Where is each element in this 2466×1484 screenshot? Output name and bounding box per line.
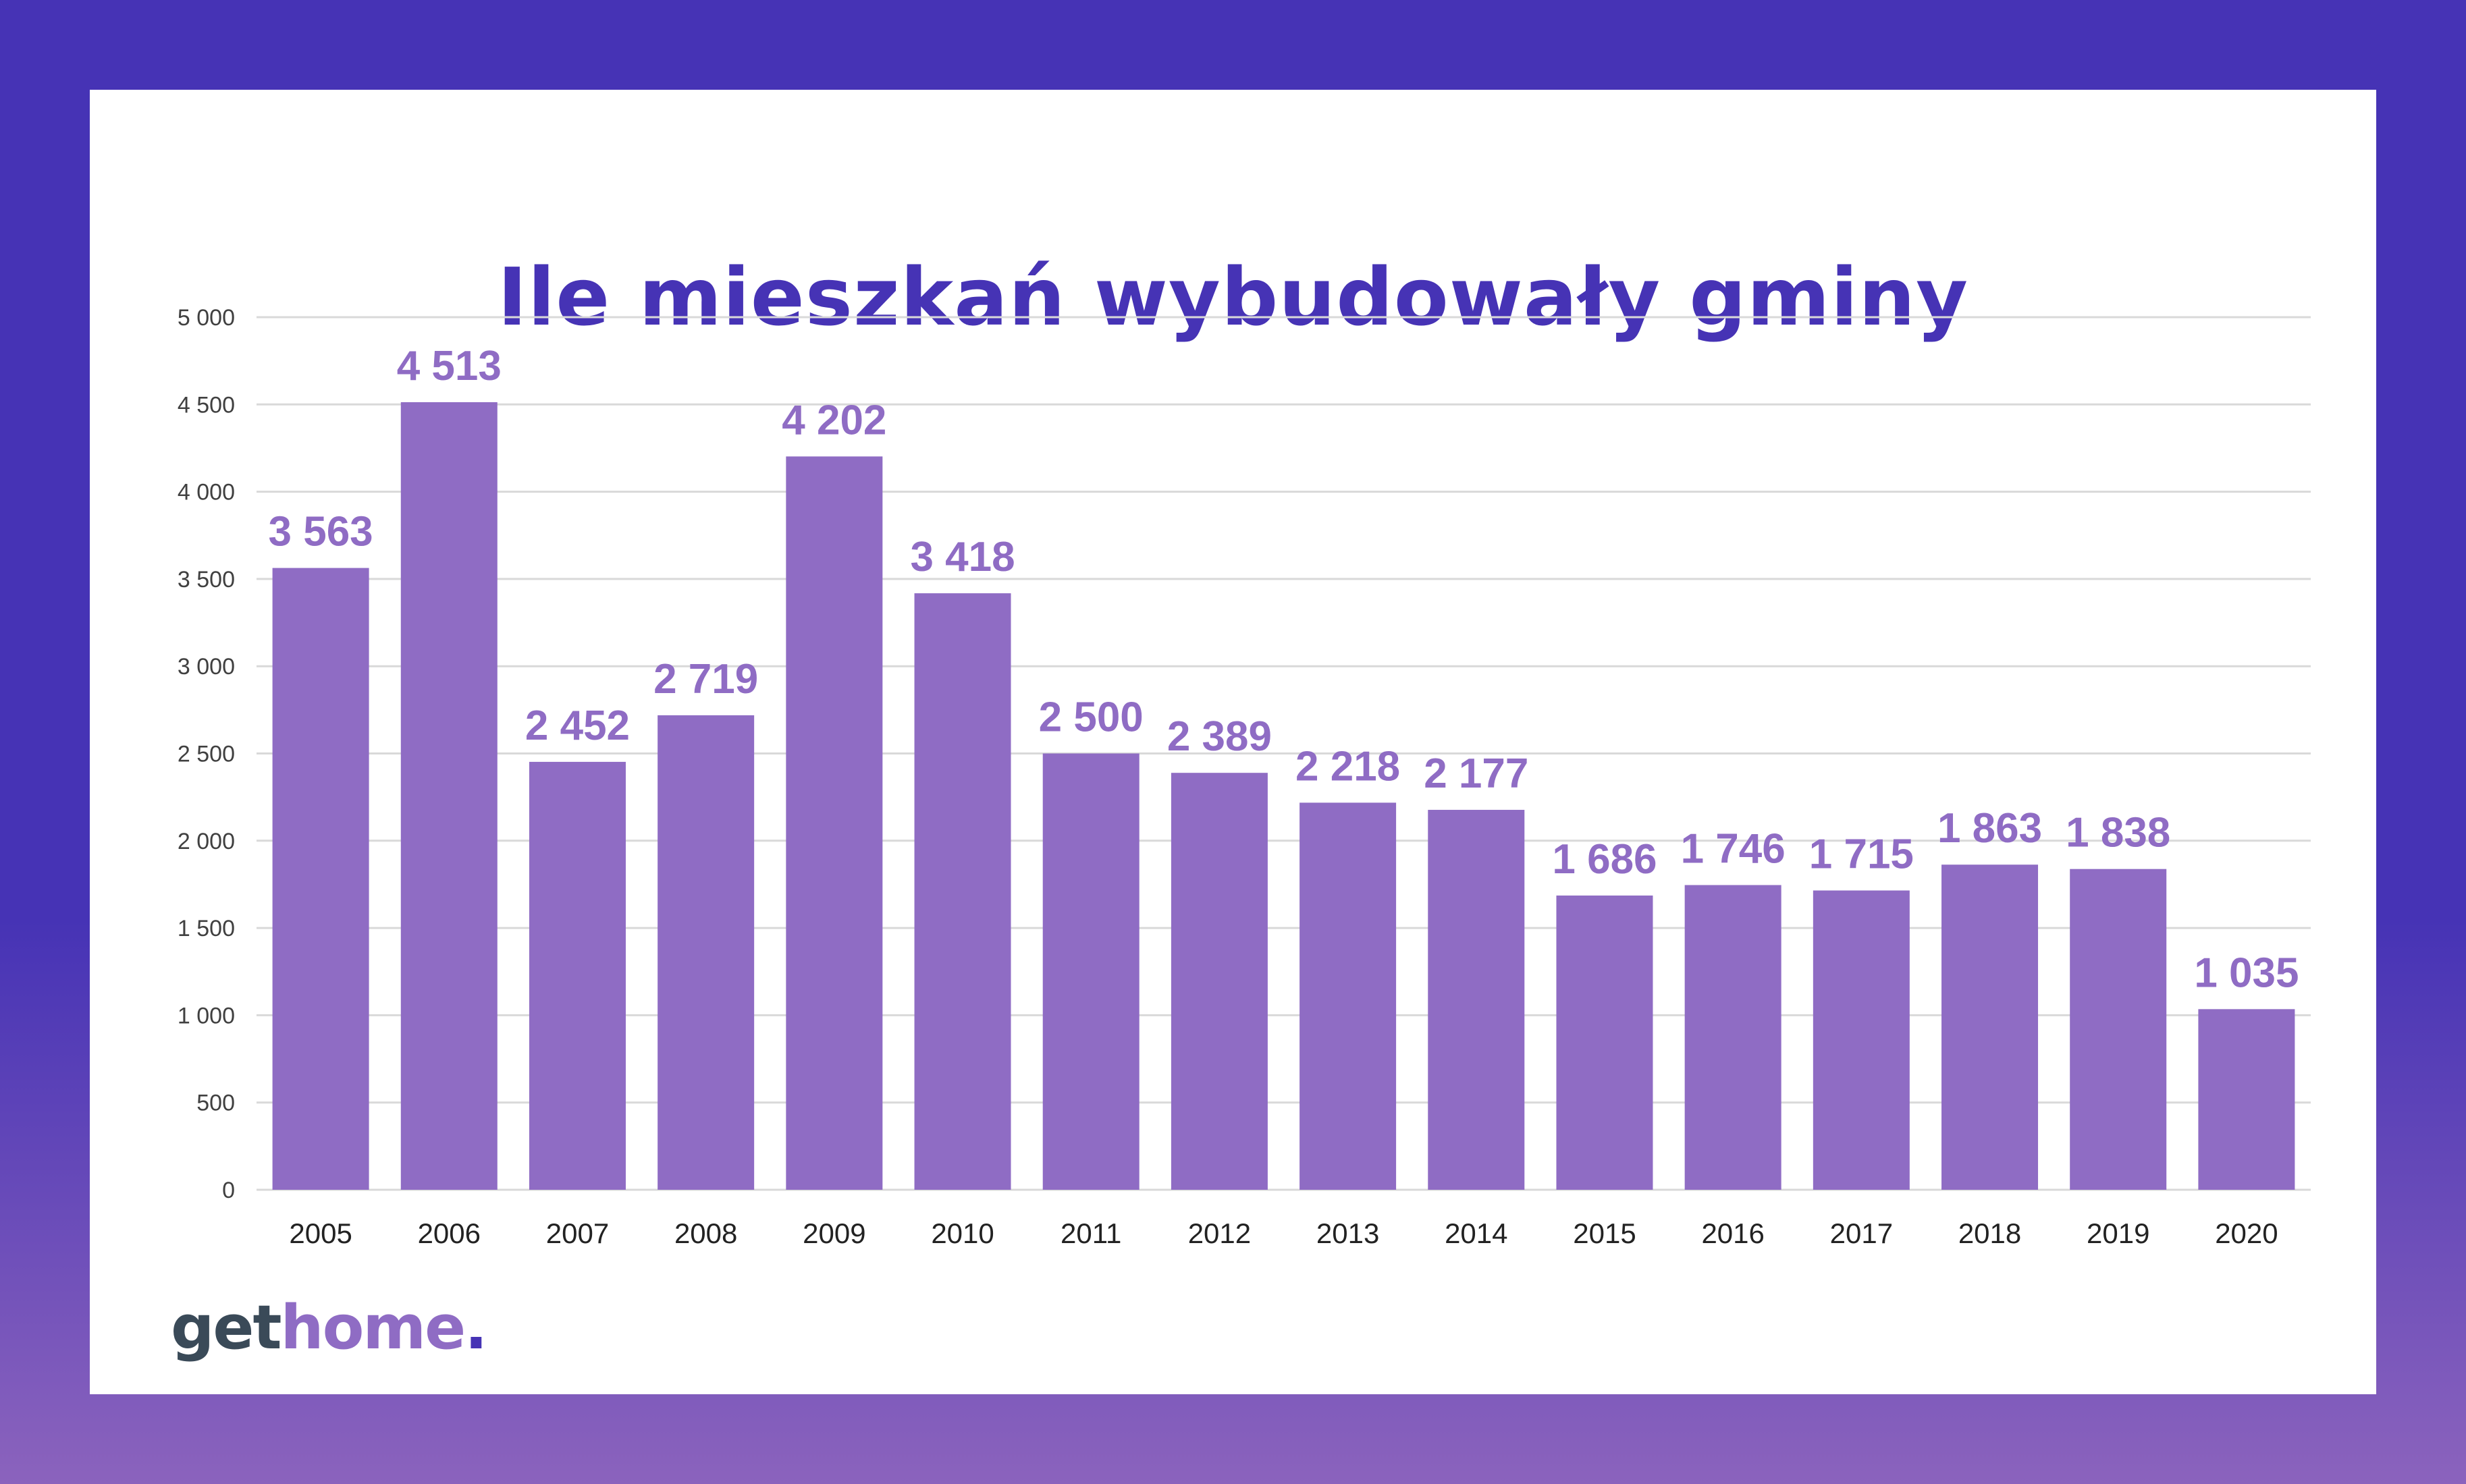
y-tick-label: 4 000 <box>178 480 235 505</box>
x-tick-label: 2005 <box>289 1217 352 1249</box>
bar <box>1042 753 1140 1190</box>
y-tick-label: 5 000 <box>178 305 235 331</box>
bar <box>2070 869 2167 1190</box>
data-label: 1 035 <box>2194 950 2299 996</box>
y-tick-label: 3 500 <box>178 567 235 593</box>
bar <box>2198 1009 2295 1190</box>
x-tick-label: 2020 <box>2215 1217 2278 1249</box>
x-tick-label: 2013 <box>1316 1217 1379 1249</box>
y-tick-label: 1 500 <box>178 916 235 941</box>
bar <box>400 402 498 1190</box>
data-label: 1 686 <box>1552 836 1657 883</box>
y-tick-label: 2 500 <box>178 742 235 767</box>
logo-text-home: home <box>280 1292 466 1363</box>
data-label: 4 202 <box>782 397 886 443</box>
x-tick-label: 2016 <box>1701 1217 1764 1249</box>
data-label: 1 838 <box>2066 810 2170 856</box>
bar <box>1941 864 2039 1190</box>
logo-text-get: get <box>171 1292 282 1363</box>
data-label: 2 719 <box>653 656 758 703</box>
y-tick-label: 1 000 <box>178 1003 235 1028</box>
bar <box>786 456 883 1190</box>
bar <box>529 761 626 1190</box>
x-tick-label: 2017 <box>1830 1217 1893 1249</box>
data-label: 3 418 <box>910 534 1015 580</box>
x-tick-label: 2007 <box>546 1217 609 1249</box>
x-tick-label: 2015 <box>1573 1217 1636 1249</box>
data-label: 1 863 <box>1937 805 2042 852</box>
data-label: 4 513 <box>397 343 502 389</box>
x-tick-label: 2019 <box>2087 1217 2149 1249</box>
bar-chart: 0 500 1 000 1 500 2 000 2 500 3 000 3 500 4 000 4… <box>178 305 2311 1249</box>
data-label: 2 452 <box>525 703 630 749</box>
x-tick-label: 2012 <box>1188 1217 1251 1249</box>
logo-text-dot: . <box>464 1292 487 1363</box>
data-label: 1 715 <box>1809 831 1914 878</box>
data-label: 2 218 <box>1295 743 1400 790</box>
bar <box>1428 810 1525 1190</box>
gethome-logo: gethome. <box>171 1298 487 1358</box>
data-label: 3 563 <box>269 509 373 555</box>
y-tick-label: 500 <box>196 1091 235 1116</box>
bar <box>914 593 1011 1190</box>
bar <box>1556 896 1653 1190</box>
data-label: 2 177 <box>1424 750 1528 797</box>
x-tick-label: 2014 <box>1445 1217 1507 1249</box>
bar <box>1171 773 1268 1190</box>
bar <box>658 715 755 1190</box>
bar <box>1299 802 1397 1190</box>
chart-card: Ile mieszkań wybudowały gminy 0 500 1 000 1… <box>90 90 2376 1394</box>
bar <box>1684 885 1781 1190</box>
x-tick-label: 2008 <box>674 1217 737 1249</box>
x-tick-label: 2006 <box>418 1217 481 1249</box>
x-tick-label: 2018 <box>1958 1217 2021 1249</box>
bar <box>1813 890 1910 1190</box>
y-tick-label: 3 000 <box>178 654 235 680</box>
bar <box>272 568 369 1190</box>
data-label: 2 389 <box>1167 713 1272 760</box>
y-tick-label: 2 000 <box>178 829 235 854</box>
data-label: 1 746 <box>1681 825 1786 872</box>
data-label: 2 500 <box>1039 694 1144 741</box>
x-tick-label: 2011 <box>1061 1217 1121 1249</box>
x-tick-label: 2010 <box>931 1217 994 1249</box>
chart-title: Ile mieszkań wybudowały gminy <box>497 250 1969 343</box>
y-tick-label: 4 500 <box>178 392 235 418</box>
x-tick-label: 2009 <box>803 1217 865 1249</box>
y-tick-label: 0 <box>222 1178 235 1203</box>
